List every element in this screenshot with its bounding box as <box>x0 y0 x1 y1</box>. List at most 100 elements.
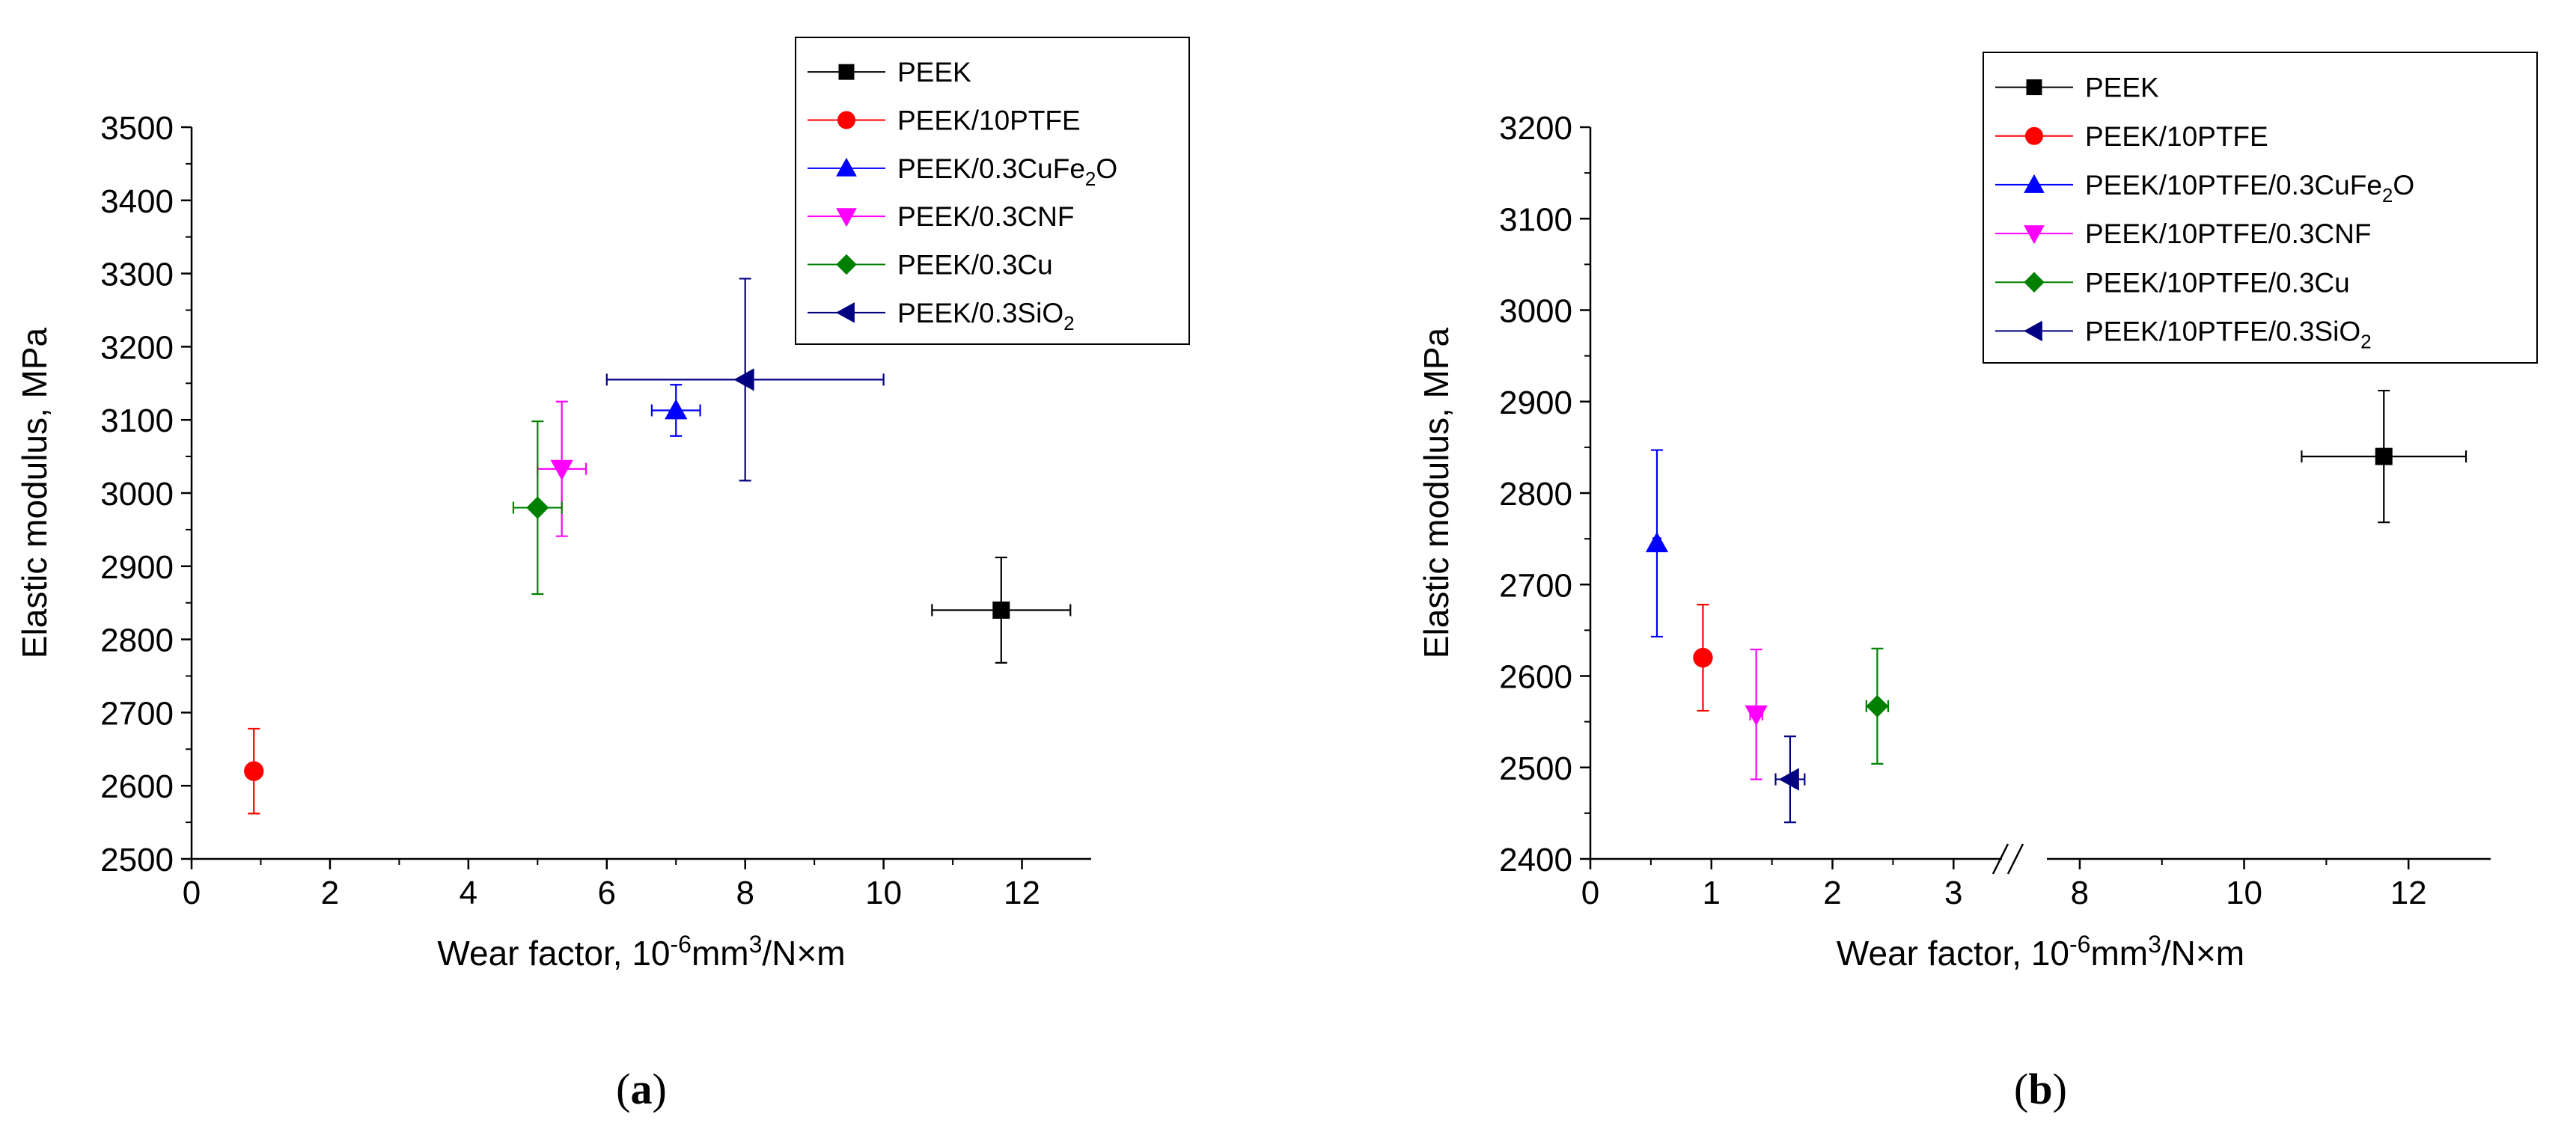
legend-marker <box>2024 225 2045 245</box>
series-4 <box>512 420 563 596</box>
legend-label: PEEK/10PTFE/0.3Cu <box>2085 267 2350 298</box>
x-axis-label: Wear factor, 10-6mm3/N×m <box>1837 931 2244 973</box>
legend-marker <box>835 302 855 323</box>
data-point-3 <box>1745 705 1768 726</box>
y-axis-label: Elastic modulus, MPa <box>15 327 54 658</box>
data-point-5 <box>733 368 754 391</box>
x-tick-label: 6 <box>598 875 616 911</box>
chart-panel-b: 0 1 2 3 8 10 122400250026002700280029003000310… <box>1417 52 2538 1113</box>
y-tick-label: 3100 <box>100 403 174 439</box>
legend-label: PEEK <box>2085 73 2159 103</box>
y-tick-label: 2700 <box>100 695 174 732</box>
x-tick-label: 2 <box>1823 875 1841 911</box>
axis-break-mark <box>2006 843 2024 875</box>
data-point-3 <box>550 459 573 481</box>
legend-marker <box>2023 320 2042 342</box>
data-point-1 <box>244 761 264 781</box>
series-0 <box>931 556 1072 664</box>
legend-marker <box>2024 174 2045 193</box>
series-2 <box>1645 449 1669 638</box>
y-tick-label: 3000 <box>100 476 174 513</box>
legend-label: PEEK/10PTFE <box>897 105 1081 136</box>
x-tick-label: 4 <box>460 875 477 911</box>
data-point-2 <box>665 399 688 420</box>
series-1 <box>244 727 264 815</box>
legend-box <box>795 37 1190 345</box>
y-tick-label: 3500 <box>100 110 174 147</box>
series-3 <box>537 400 587 537</box>
x-tick-label: 12 <box>2390 875 2427 911</box>
legend-item-5: PEEK/10PTFE/0.3SiO2 <box>1995 316 2372 352</box>
legend-marker <box>2026 79 2042 96</box>
series-1 <box>1693 604 1713 712</box>
legend-item-0: PEEK <box>808 57 971 88</box>
x-tick-label: 8 <box>736 875 754 911</box>
legend-label: PEEK/10PTFE/0.3CNF <box>2085 218 2371 249</box>
x-tick-label: 2 <box>321 875 339 911</box>
data-point-0 <box>2375 447 2393 465</box>
y-tick-label: 3400 <box>100 183 174 220</box>
data-point-4 <box>1866 694 1889 718</box>
legend-label: PEEK/0.3SiO2 <box>897 298 1075 334</box>
x-tick-label: 8 <box>2071 875 2089 911</box>
legend-label: PEEK/0.3CNF <box>897 201 1074 232</box>
x-tick-label: 12 <box>1004 875 1040 911</box>
legend-item-3: PEEK/0.3CNF <box>808 201 1074 232</box>
legend-item-3: PEEK/10PTFE/0.3CNF <box>1995 218 2371 249</box>
y-tick-label: 2500 <box>100 842 174 878</box>
data-point-0 <box>992 601 1010 619</box>
legend-box <box>1983 52 2538 364</box>
legend-label: PEEK/10PTFE/0.3CuFe2O <box>2085 170 2414 206</box>
series-5 <box>1774 735 1806 824</box>
y-tick-label: 3200 <box>1499 110 1572 147</box>
panel-label: (b) <box>2014 1065 2067 1113</box>
y-tick-label: 2800 <box>1499 476 1572 513</box>
x-tick-label: 10 <box>2226 875 2262 911</box>
legend-item-1: PEEK/10PTFE <box>1995 121 2268 152</box>
legend-marker <box>838 64 855 80</box>
y-tick-label: 3100 <box>1499 201 1572 238</box>
y-tick-label: 3000 <box>1499 293 1572 330</box>
series-4 <box>1865 647 1890 765</box>
series-3 <box>1745 648 1768 780</box>
series-0 <box>2301 389 2467 524</box>
legend-item-5: PEEK/0.3SiO2 <box>808 298 1075 334</box>
panel-label: (a) <box>616 1065 667 1113</box>
legend-item-4: PEEK/0.3Cu <box>808 250 1053 281</box>
x-tick-label: 0 <box>183 875 201 911</box>
legend-marker <box>2024 272 2045 293</box>
legend-item-2: PEEK/0.3CuFe2O <box>808 153 1117 190</box>
y-tick-label: 2900 <box>100 549 174 586</box>
x-axis-label: Wear factor, 10-6mm3/N×m <box>437 931 845 973</box>
y-tick-label: 3200 <box>100 329 174 366</box>
x-tick-label: 0 <box>1581 875 1599 911</box>
legend-marker <box>836 208 857 227</box>
axis-break-mark <box>1991 843 2009 875</box>
series-5 <box>605 278 885 482</box>
y-tick-label: 2800 <box>100 622 174 659</box>
x-tick-label: 3 <box>1944 875 1962 911</box>
legend-label: PEEK <box>897 57 971 88</box>
legend-label: PEEK/0.3Cu <box>897 250 1053 281</box>
data-point-1 <box>1693 647 1713 668</box>
y-tick-label: 2600 <box>1499 659 1572 696</box>
data-point-5 <box>1778 768 1799 791</box>
legend-label: PEEK/0.3CuFe2O <box>897 153 1117 190</box>
y-tick-label: 2500 <box>1499 750 1572 787</box>
legend-item-1: PEEK/10PTFE <box>808 105 1081 136</box>
legend-marker <box>2025 126 2043 145</box>
y-axis-label: Elastic modulus, MPa <box>1417 327 1456 658</box>
x-tick-label: 10 <box>865 875 902 911</box>
y-tick-label: 2900 <box>1499 385 1572 421</box>
legend-label: PEEK/10PTFE <box>2085 121 2268 152</box>
legend-marker <box>837 111 855 129</box>
data-point-4 <box>526 496 549 519</box>
legend-marker <box>836 157 857 177</box>
y-tick-label: 2700 <box>1499 567 1572 604</box>
legend-item-4: PEEK/10PTFE/0.3Cu <box>1995 267 2350 298</box>
series-2 <box>650 384 701 437</box>
legend-item-2: PEEK/10PTFE/0.3CuFe2O <box>1995 170 2414 206</box>
y-tick-label: 3300 <box>100 257 174 293</box>
y-tick-label: 2600 <box>100 768 174 805</box>
